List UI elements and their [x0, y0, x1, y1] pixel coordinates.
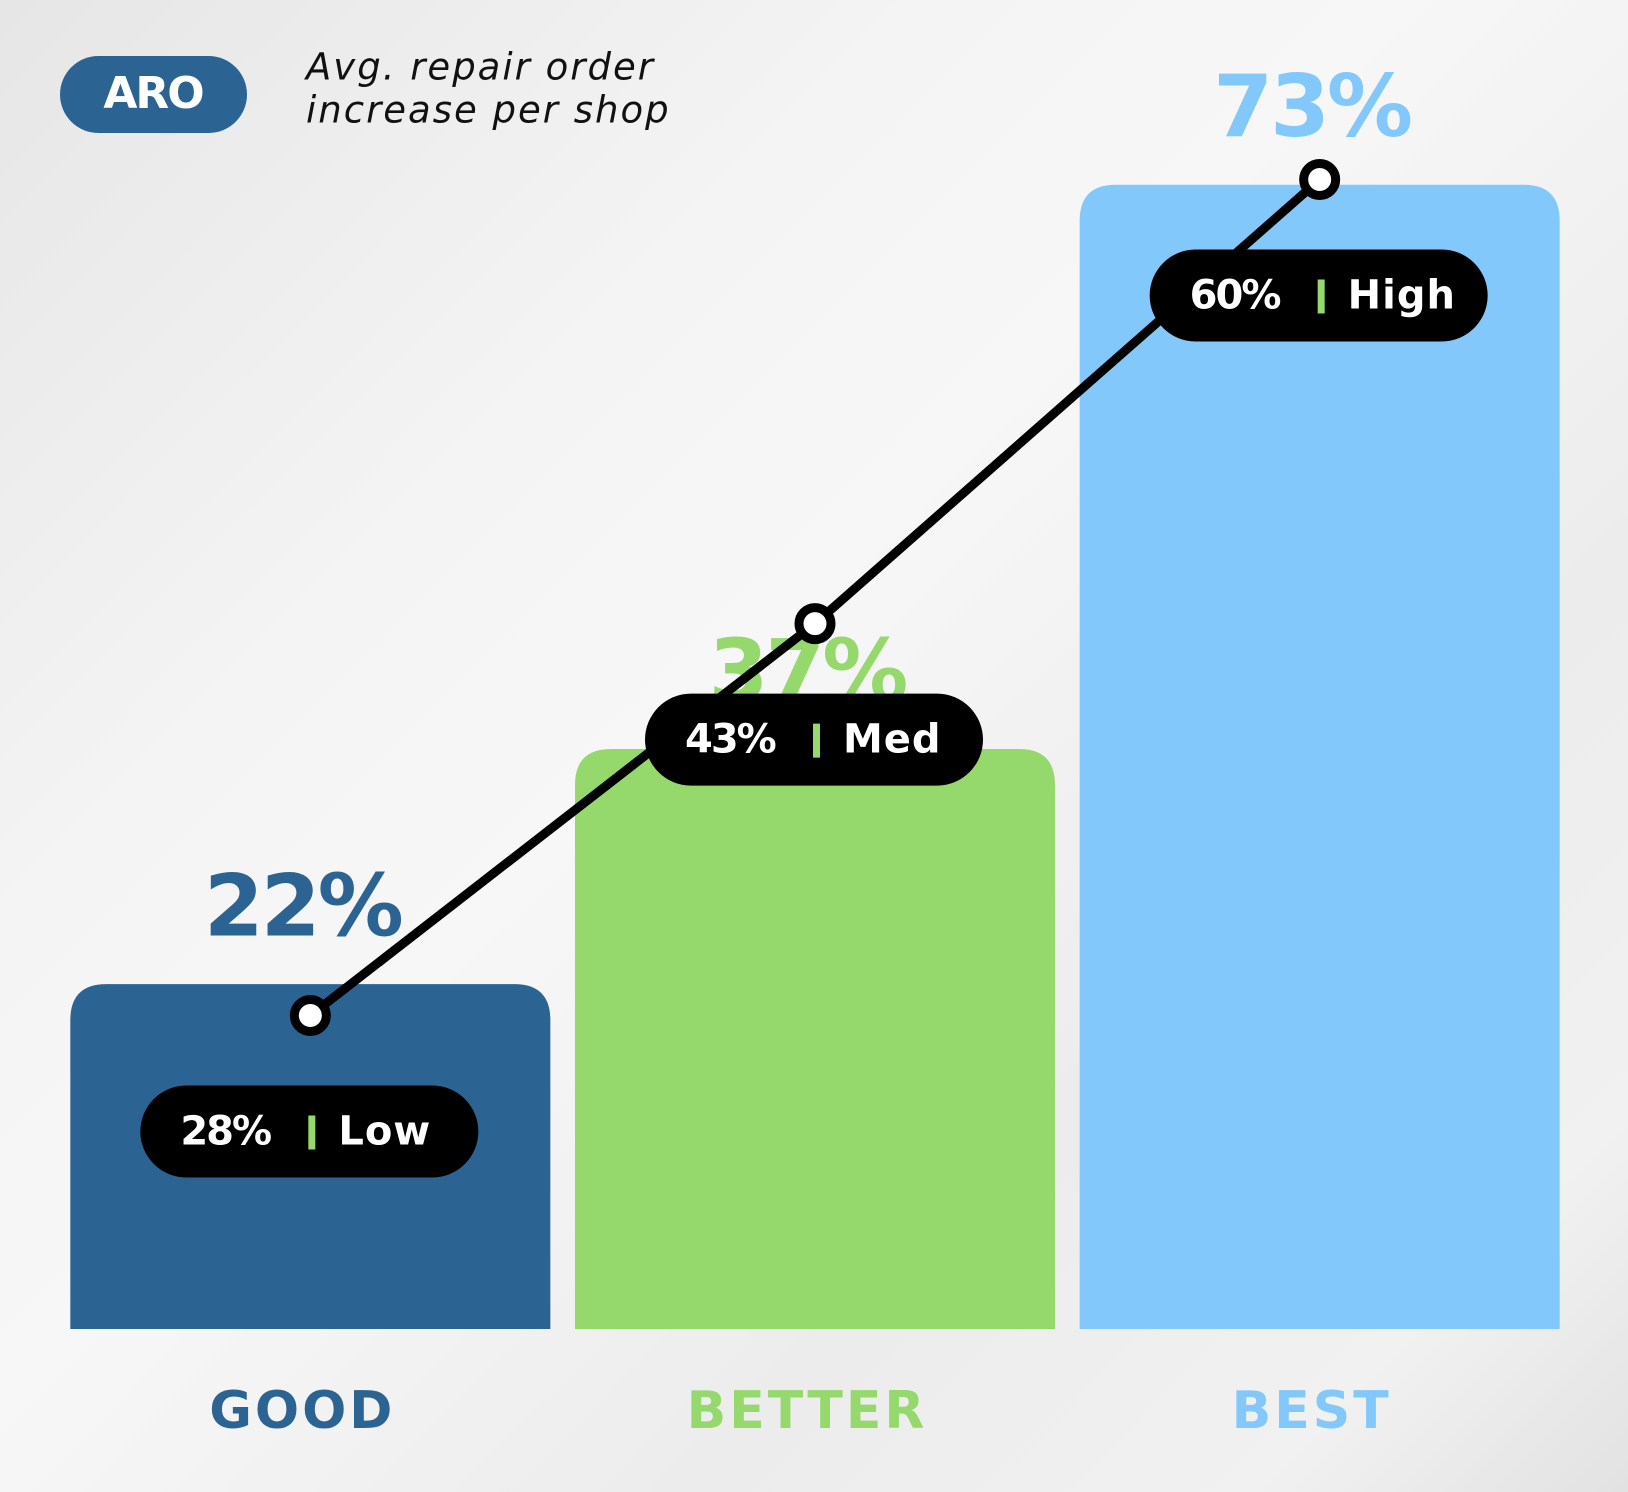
value-label: 22%: [204, 857, 402, 957]
point-value-label: 43%: [685, 717, 776, 763]
trend-point: [289, 995, 331, 1036]
point-value-label: 60%: [1190, 273, 1281, 319]
bar: [575, 749, 1055, 1329]
trend-point: [794, 603, 836, 645]
point-value-label: 28%: [180, 1109, 271, 1155]
trend-point: [1299, 159, 1341, 200]
x-tick-label: BETTER: [687, 1381, 928, 1441]
badge: ARO: [103, 68, 203, 119]
title-line: Avg. repair order: [304, 46, 656, 89]
value-label: 73%: [1213, 57, 1411, 157]
title-line: increase per shop: [306, 89, 671, 132]
point-tag: Med: [843, 717, 942, 763]
pill-divider: [1317, 279, 1325, 314]
pill-divider: [813, 723, 820, 758]
point-tag: High: [1348, 273, 1456, 319]
x-tick-label: GOOD: [209, 1381, 395, 1441]
point-tag: Low: [338, 1109, 431, 1155]
x-tick-label: BEST: [1232, 1381, 1392, 1441]
badge-pill: [60, 56, 247, 133]
bar: [1079, 184, 1560, 1330]
pill-divider: [308, 1115, 316, 1150]
